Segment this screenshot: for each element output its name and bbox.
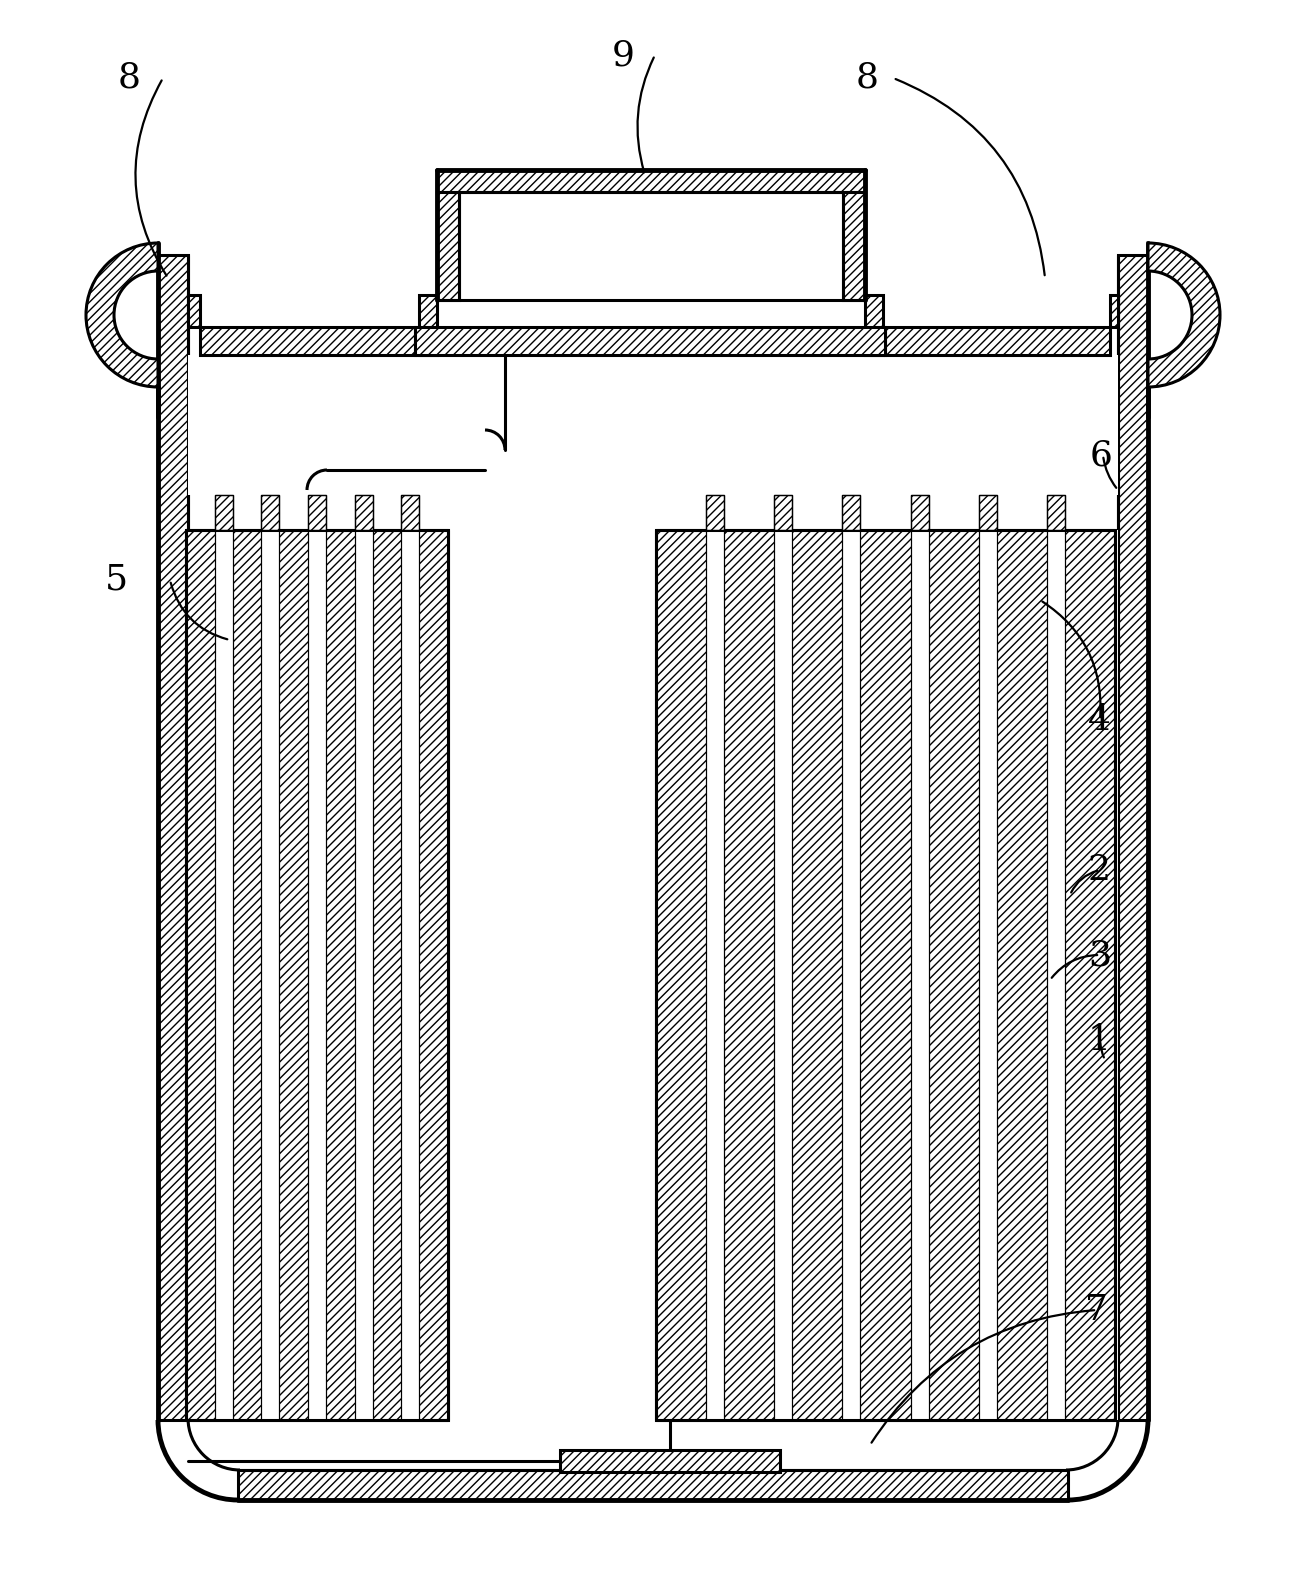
Text: 1: 1 bbox=[1088, 1023, 1110, 1056]
Bar bbox=[437, 192, 459, 300]
Bar bbox=[886, 327, 1110, 355]
Bar bbox=[910, 530, 929, 1419]
Bar bbox=[865, 295, 883, 355]
Bar bbox=[354, 530, 373, 1419]
Bar bbox=[560, 1450, 780, 1472]
Bar bbox=[774, 495, 793, 530]
Bar bbox=[158, 255, 188, 1419]
Bar bbox=[706, 495, 725, 530]
Bar bbox=[1110, 295, 1118, 327]
Bar bbox=[1110, 295, 1118, 327]
Bar bbox=[886, 327, 1110, 355]
Bar bbox=[1118, 255, 1148, 1419]
Bar bbox=[437, 170, 865, 192]
Bar bbox=[215, 530, 233, 1419]
Bar bbox=[354, 495, 373, 530]
Bar bbox=[238, 1470, 1069, 1500]
Bar bbox=[238, 1470, 1069, 1500]
Bar bbox=[262, 495, 280, 530]
Bar bbox=[1046, 530, 1065, 1419]
Bar bbox=[307, 495, 326, 530]
Bar bbox=[842, 495, 861, 530]
Bar bbox=[188, 355, 1118, 495]
Bar bbox=[437, 170, 865, 192]
Bar bbox=[419, 295, 437, 355]
Bar bbox=[1118, 255, 1148, 1419]
Bar bbox=[774, 530, 793, 1419]
Bar bbox=[459, 192, 842, 300]
Bar bbox=[560, 1450, 780, 1472]
Bar bbox=[354, 495, 373, 530]
Bar bbox=[402, 530, 420, 1419]
Text: 5: 5 bbox=[105, 563, 128, 596]
Bar bbox=[415, 327, 886, 355]
Bar bbox=[657, 530, 1114, 1419]
Text: 2: 2 bbox=[1088, 853, 1110, 887]
Bar bbox=[307, 530, 326, 1419]
Bar bbox=[215, 495, 233, 530]
Bar bbox=[706, 530, 725, 1419]
Bar bbox=[402, 495, 420, 530]
Text: 3: 3 bbox=[1088, 937, 1110, 972]
Bar bbox=[1046, 495, 1065, 530]
Bar bbox=[402, 495, 420, 530]
Text: 7: 7 bbox=[1086, 1293, 1108, 1327]
Bar bbox=[910, 495, 929, 530]
Bar bbox=[200, 327, 415, 355]
Bar bbox=[706, 495, 725, 530]
Bar bbox=[186, 530, 188, 1419]
Bar bbox=[978, 495, 997, 530]
Bar bbox=[1046, 495, 1065, 530]
Text: 6: 6 bbox=[1090, 438, 1113, 473]
Bar bbox=[188, 295, 200, 327]
Bar bbox=[215, 495, 233, 530]
Bar bbox=[657, 530, 1114, 1419]
Bar bbox=[419, 295, 437, 355]
Text: 8: 8 bbox=[855, 60, 879, 95]
Text: 9: 9 bbox=[612, 38, 634, 71]
Bar bbox=[978, 530, 997, 1419]
Bar bbox=[188, 295, 200, 327]
Bar bbox=[842, 495, 861, 530]
Bar bbox=[842, 530, 861, 1419]
Bar bbox=[415, 327, 886, 355]
Bar bbox=[449, 530, 657, 1419]
Bar bbox=[1114, 530, 1118, 1419]
Bar bbox=[842, 192, 865, 300]
Bar bbox=[262, 530, 280, 1419]
Text: 4: 4 bbox=[1088, 703, 1110, 737]
Bar bbox=[910, 495, 929, 530]
Bar bbox=[865, 295, 883, 355]
Bar bbox=[186, 530, 449, 1419]
Bar bbox=[262, 495, 280, 530]
Wedge shape bbox=[1148, 243, 1220, 387]
Bar bbox=[307, 495, 326, 530]
Bar bbox=[437, 192, 459, 300]
Bar bbox=[200, 327, 415, 355]
Text: 8: 8 bbox=[118, 60, 141, 95]
Wedge shape bbox=[86, 243, 158, 387]
Bar bbox=[842, 192, 865, 300]
Bar bbox=[978, 495, 997, 530]
Bar bbox=[158, 255, 188, 1419]
Bar bbox=[186, 530, 449, 1419]
Bar bbox=[774, 495, 793, 530]
